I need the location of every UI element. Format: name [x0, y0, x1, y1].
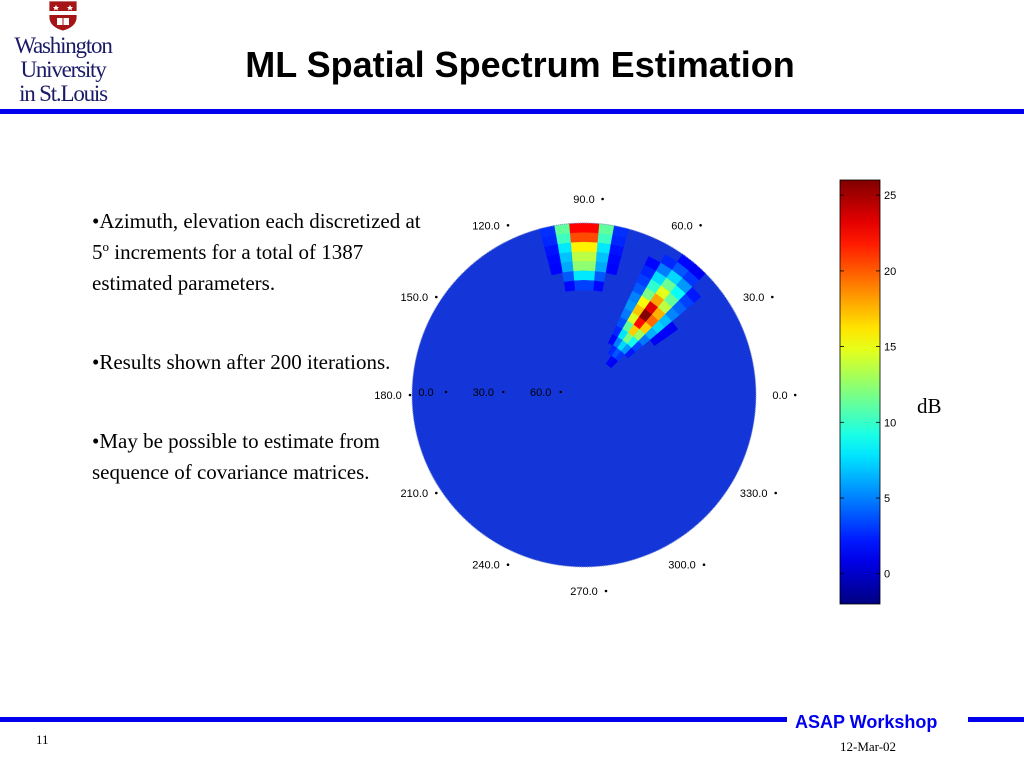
heatmap-cell [573, 280, 585, 291]
colorbar-tick-label: 25 [884, 190, 896, 202]
azimuth-tick-marker [506, 224, 510, 227]
title-divider [0, 109, 1024, 114]
heatmap-cell [594, 261, 608, 273]
university-shield-icon [48, 0, 78, 32]
elevation-tick-marker [502, 390, 505, 394]
azimuth-tick-marker [408, 393, 412, 397]
azimuth-tick-marker [702, 563, 706, 566]
heatmap-cell [607, 345, 618, 357]
colorbar-gradient [839, 179, 881, 605]
azimuth-tick-label: 30.0 [743, 292, 764, 304]
heatmap-cell [570, 241, 585, 253]
bullet-text: •May be possible to estimate from sequen… [92, 429, 380, 484]
azimuth-tick-label: 150.0 [401, 292, 429, 304]
azimuth-tick-marker [699, 224, 702, 227]
bullet-text-continued: increments for a total of 1387 estimated… [92, 240, 364, 295]
colorbar-tick-label: 10 [884, 417, 896, 429]
heatmap-cell [555, 232, 571, 245]
azimuth-tick-label: 300.0 [668, 560, 696, 572]
polar-outline [411, 222, 757, 568]
elevation-tick-marker [444, 390, 448, 394]
university-logo: Washington University in St.Louis [0, 0, 124, 108]
heatmap-cell [562, 271, 575, 283]
heatmap-cell [593, 271, 606, 283]
heatmap-cell [596, 242, 611, 255]
colorbar-tick-label: 20 [884, 266, 896, 278]
bullet-item: •Results shown after 200 iterations. [92, 347, 437, 378]
azimuth-tick-marker [435, 491, 438, 495]
logo-line-3: in St.Louis [19, 81, 108, 106]
colorbar-tick-label: 5 [884, 493, 890, 505]
azimuth-tick-label: 60.0 [671, 220, 692, 232]
logo-line-2: University [20, 57, 106, 82]
azimuth-tick-marker [604, 589, 608, 593]
bullet-text: •Azimuth, elevation each discretized at … [92, 209, 421, 264]
azimuth-tick-label: 90.0 [573, 194, 594, 206]
azimuth-tick-marker [601, 197, 604, 201]
page-number: 11 [36, 732, 49, 747]
colorbar: 0 5 10 15 20 25 [839, 179, 896, 605]
heatmap-cell [597, 232, 613, 245]
heatmap-cell [595, 251, 610, 264]
heatmap-cell [557, 242, 572, 255]
polar-spectrum-plot: 0.0 30.0 60.0 90.0 120.0 150.0 180.0 210.0 240.0… [374, 194, 797, 598]
heatmap-cell [572, 260, 585, 272]
heatmap-cell [592, 280, 605, 292]
azimuth-tick-marker [774, 491, 777, 495]
slide-title: ML Spatial Spectrum Estimation [245, 44, 795, 85]
heatmap-cell [583, 270, 596, 282]
footer-divider-right [968, 717, 1024, 722]
heatmap-cell [560, 261, 574, 273]
heatmap-cell [572, 270, 585, 282]
azimuth-tick-label: 0.0 [772, 390, 787, 402]
heatmap-cell [563, 280, 576, 292]
heatmap-cell [558, 251, 573, 264]
heatmap-cell [568, 222, 585, 234]
elevation-tick-marker [559, 390, 562, 394]
azimuth-tick-label: 330.0 [740, 488, 768, 500]
heatmap-cell [605, 355, 615, 366]
azimuth-tick-label: 270.0 [570, 586, 598, 598]
elevation-tick-label: 30.0 [473, 387, 494, 399]
footer-date: 12-Mar-02 [840, 739, 897, 754]
azimuth-tick-marker [793, 393, 797, 397]
azimuth-tick-marker [506, 563, 510, 566]
azimuth-tick-label: 180.0 [374, 390, 402, 402]
azimuth-tick-label: 240.0 [472, 560, 500, 572]
heatmap-cell [583, 232, 599, 243]
elevation-tick-label: 0.0 [418, 387, 433, 399]
heatmap-cell [583, 222, 600, 234]
logo-line-1: Washington [14, 33, 113, 58]
heatmap-cell [549, 263, 563, 276]
azimuth-tick-label: 210.0 [401, 488, 429, 500]
colorbar-tick-label: 0 [884, 569, 890, 581]
elevation-tick-label: 60.0 [530, 387, 551, 399]
heatmap-cell [583, 241, 598, 253]
colorbar-tick-label: 15 [884, 342, 896, 354]
degree-superscript: o [102, 239, 110, 254]
heatmap-cell [583, 260, 596, 272]
footer-workshop-title: ASAP Workshop [795, 712, 938, 732]
bullet-item: •Azimuth, elevation each discretized at … [92, 206, 437, 299]
colorbar-unit-label: dB [917, 394, 942, 418]
footer-divider-left [0, 717, 787, 722]
heatmap-cell [583, 251, 597, 262]
heatmap-cells [412, 222, 756, 567]
heatmap-cell [583, 280, 595, 291]
azimuth-tick-marker [435, 295, 438, 299]
azimuth-tick-label: 120.0 [472, 220, 500, 232]
azimuth-tick-marker [771, 295, 774, 299]
heatmap-cell [571, 251, 585, 262]
heatmap-cell [607, 334, 618, 346]
bullet-list: •Azimuth, elevation each discretized at … [92, 206, 437, 488]
heatmap-cell [569, 232, 585, 243]
bullet-text: •Results shown after 200 iterations. [92, 350, 391, 374]
bullet-item: •May be possible to estimate from sequen… [92, 426, 437, 488]
